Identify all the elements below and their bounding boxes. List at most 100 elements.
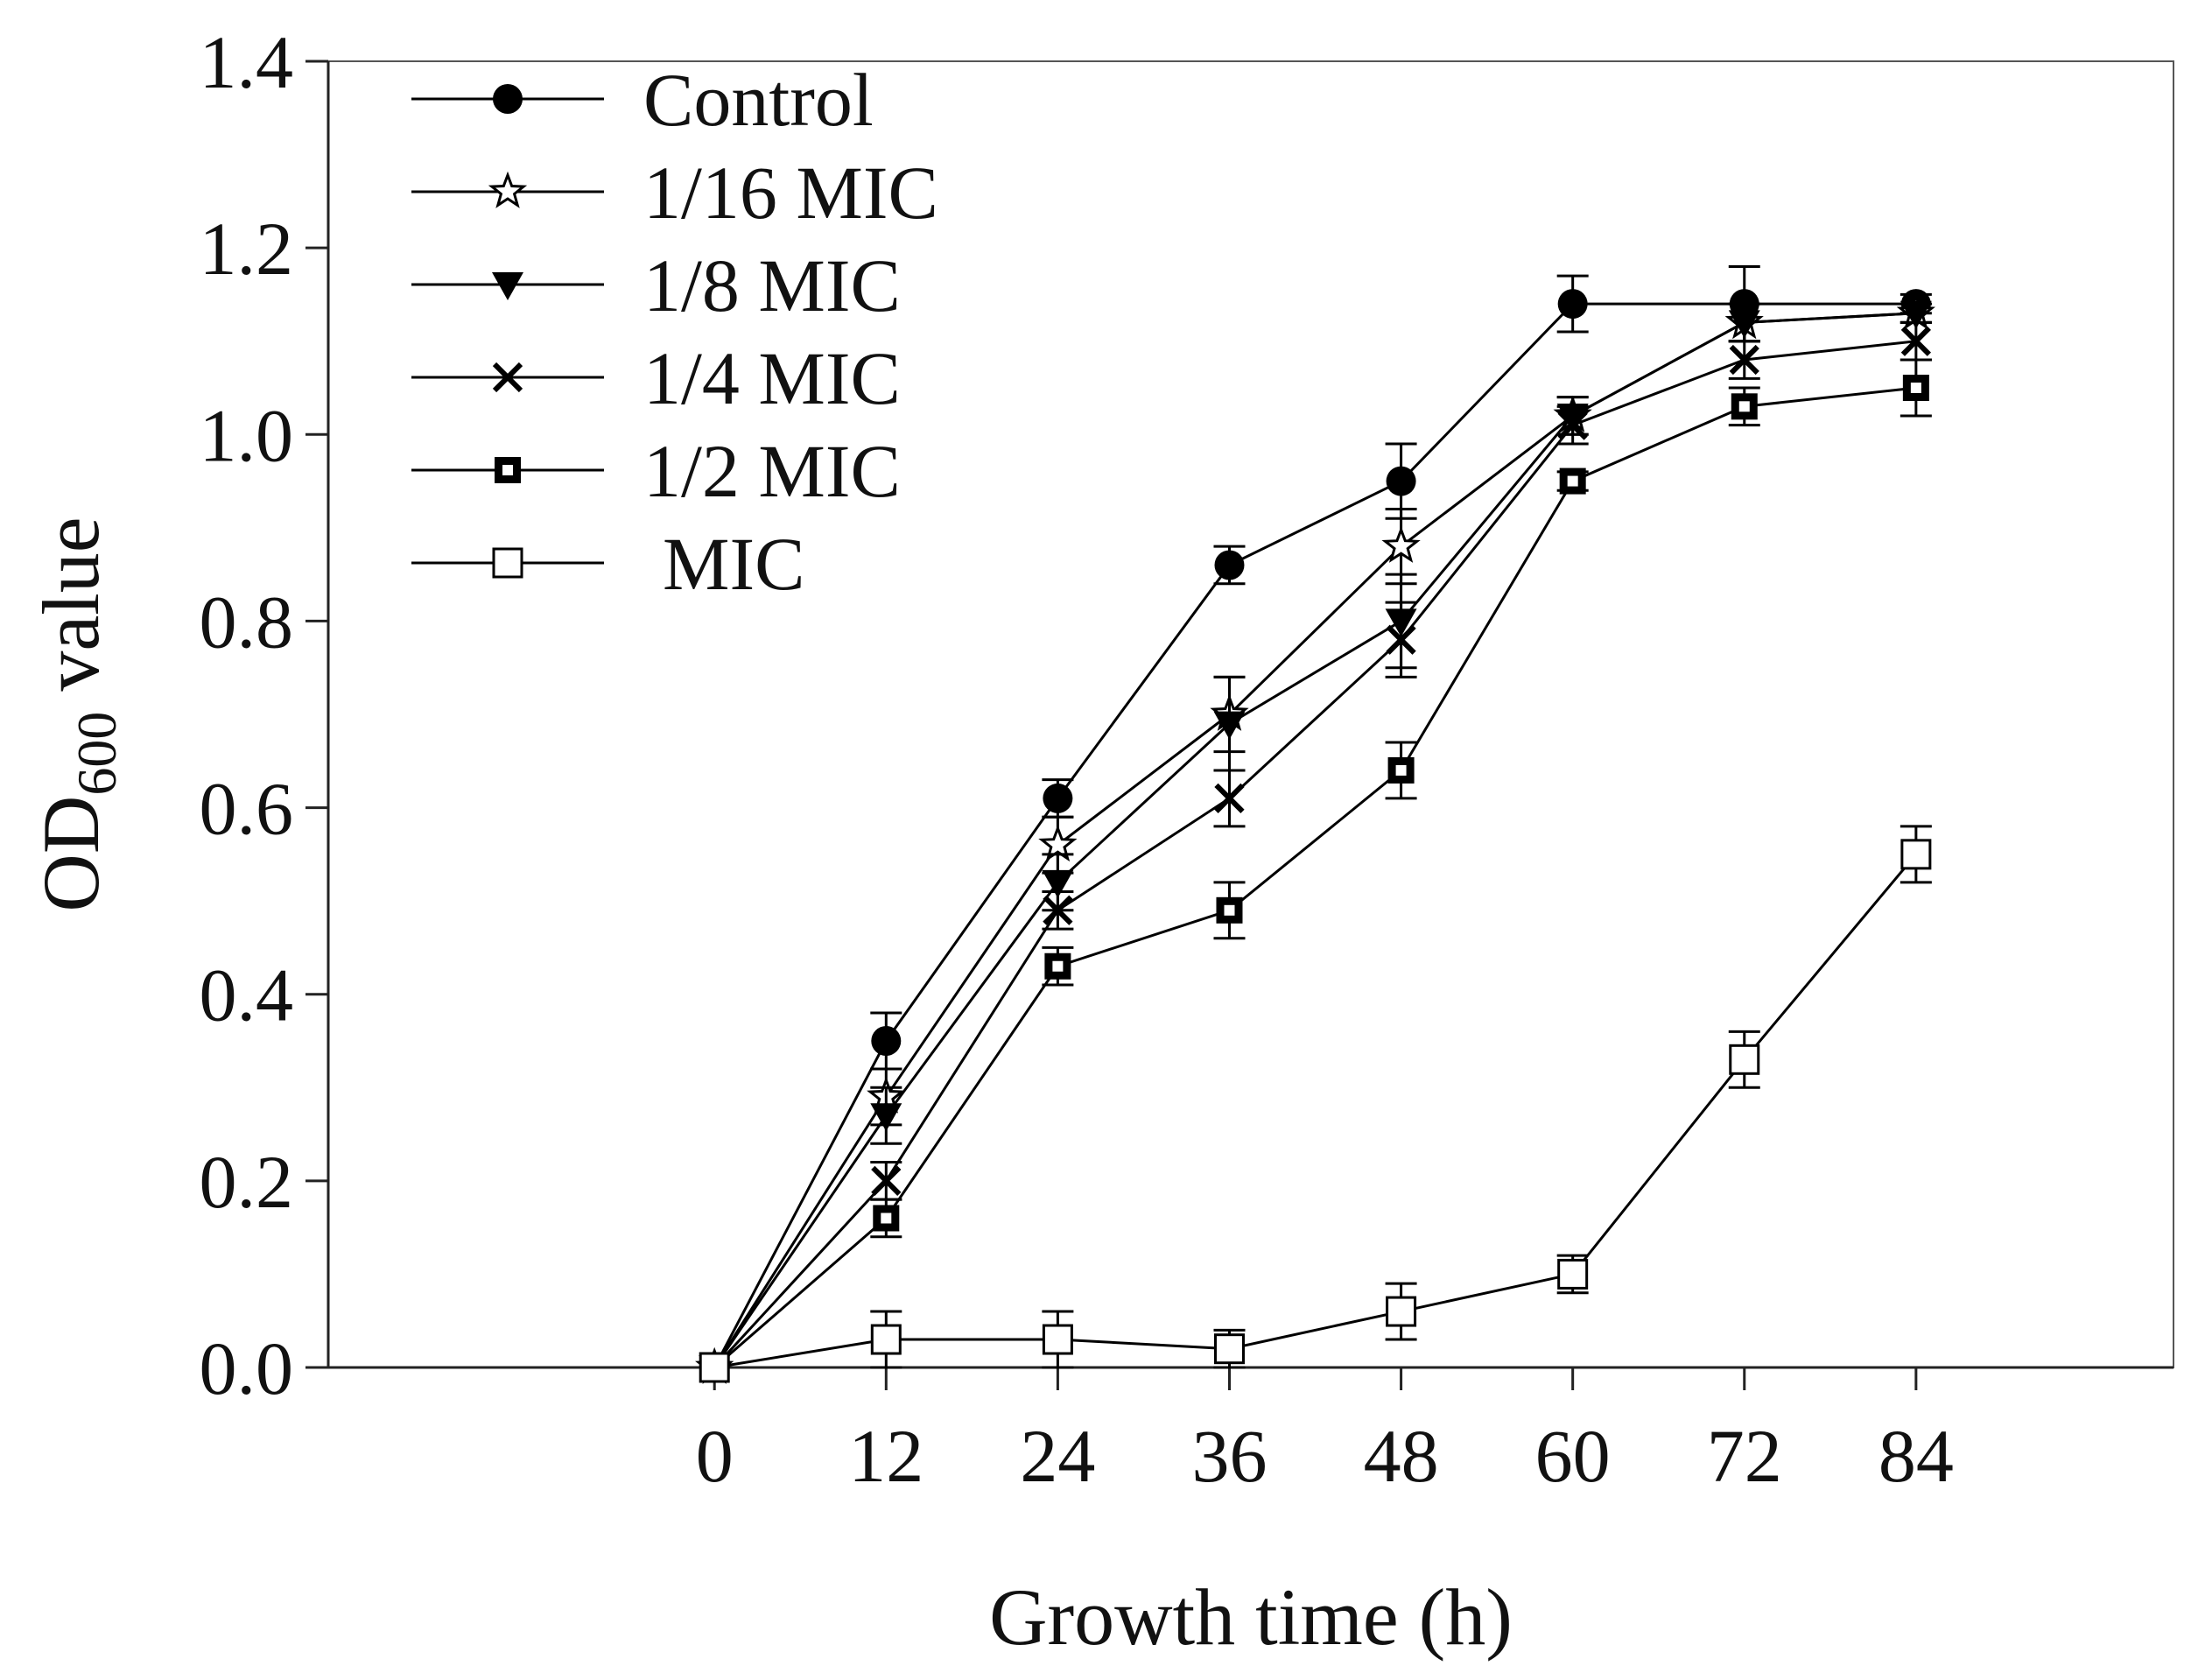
marker-shape [1038, 824, 1078, 862]
data-point [1731, 393, 1758, 420]
x-tick-label: 24 [1020, 1414, 1095, 1498]
data-point [1214, 550, 1245, 580]
x-tick-label: 48 [1364, 1414, 1439, 1498]
marker-shape [1900, 300, 1932, 329]
marker-shape [1729, 344, 1759, 376]
marker-shape [1900, 326, 1931, 356]
data-point [1559, 467, 1586, 495]
x-tick-label: 72 [1707, 1414, 1782, 1498]
data-point [1729, 1044, 1760, 1075]
data-point [1728, 310, 1760, 339]
legend-label: 1/8 MIC [643, 243, 901, 327]
marker-shape [1728, 310, 1760, 339]
marker-shape [1381, 525, 1421, 563]
y-tick-label: 0.8 [200, 580, 294, 664]
marker-shape-center [1567, 475, 1578, 487]
x-tick-label: 60 [1535, 1414, 1611, 1498]
legend-label: 1/2 MIC [643, 429, 901, 513]
y-tick-label: 1.2 [200, 207, 294, 291]
marker-shape [1386, 1296, 1417, 1327]
data-point [1386, 466, 1416, 496]
legend-item: 1/8 MIC [411, 243, 901, 327]
marker-shape [1557, 410, 1588, 440]
y-tick-label: 1.4 [200, 20, 294, 104]
marker-shape [1214, 550, 1245, 580]
marker-shape [492, 272, 523, 300]
marker-shape-center [881, 1213, 892, 1224]
data-point [1900, 326, 1931, 356]
y-axis-title-subscript: 600 [66, 712, 128, 796]
legend-marker [488, 171, 528, 208]
marker-shape [1042, 1324, 1073, 1355]
x-tick-label: 0 [696, 1414, 734, 1498]
data-point [1214, 783, 1245, 814]
y-tick-label: 0.0 [200, 1326, 294, 1410]
marker-shape [1213, 711, 1246, 740]
data-point [1038, 824, 1078, 862]
marker-shape-center [1738, 401, 1750, 412]
x-tick-label: 12 [848, 1414, 923, 1498]
data-point [873, 1205, 900, 1232]
series-line [713, 853, 1918, 1369]
marker-shape [1043, 783, 1073, 813]
legend-marker [492, 272, 523, 300]
marker-shape [699, 1352, 730, 1383]
marker-shape [1557, 289, 1588, 320]
data-point [1042, 869, 1074, 898]
data-point [1386, 624, 1416, 655]
series-line [713, 312, 1916, 1368]
marker-shape [1386, 624, 1416, 655]
plot-frame [327, 60, 2174, 1368]
marker-shape-center [1052, 960, 1064, 972]
marker-shape [493, 84, 523, 114]
y-axis-title: OD600 value [26, 517, 128, 911]
data-point [699, 1352, 730, 1383]
data-point [871, 1165, 902, 1196]
marker-shape [1042, 869, 1074, 898]
marker-shape-center [1224, 904, 1235, 916]
series-line [713, 302, 1916, 1368]
marker-shape [1386, 466, 1416, 496]
legend-label: 1/16 MIC [643, 151, 938, 235]
marker-shape [1729, 1044, 1760, 1075]
data-point [1557, 289, 1588, 320]
marker-shape-center [1395, 764, 1407, 776]
marker-shape [871, 1026, 902, 1056]
legend-item: MIC [411, 522, 804, 606]
data-point [1729, 344, 1759, 376]
legend-marker [495, 457, 521, 483]
data-point [1043, 895, 1073, 925]
marker-shape [1214, 783, 1245, 814]
series-mic [699, 825, 1932, 1383]
legend-marker [492, 362, 523, 393]
data-point [1386, 1296, 1417, 1327]
data-point [1381, 525, 1421, 563]
legend-item: 1/4 MIC [411, 336, 901, 420]
data-point [1213, 711, 1246, 740]
y-tick-label: 0.4 [200, 953, 294, 1037]
marker-shape [870, 1324, 902, 1355]
legend-label: MIC [663, 522, 804, 606]
marker-shape [488, 171, 528, 208]
data-point [870, 1103, 902, 1132]
legend-item: 1/16 MIC [411, 151, 938, 235]
series-line [713, 340, 1917, 1369]
marker-shape [1213, 1333, 1245, 1365]
data-point [1557, 1258, 1589, 1290]
y-axis-title-rest: value [26, 517, 116, 711]
legend-label: 1/4 MIC [643, 336, 901, 420]
legend-item: 1/2 MIC [411, 429, 901, 513]
data-point [1900, 300, 1932, 329]
y-tick-label: 1.0 [200, 393, 294, 477]
series-layer [695, 264, 1935, 1384]
marker-shape [492, 547, 523, 579]
x-axis-title: Growth time (h) [989, 1572, 1513, 1662]
legend-marker [492, 547, 523, 579]
data-point [1216, 896, 1243, 924]
legend-label: Control [643, 58, 874, 142]
x-axis-ticks: 0 12 24 36 48 60 72 84 [696, 1367, 1954, 1498]
marker-shape-center [502, 465, 513, 475]
data-point [1557, 410, 1588, 440]
